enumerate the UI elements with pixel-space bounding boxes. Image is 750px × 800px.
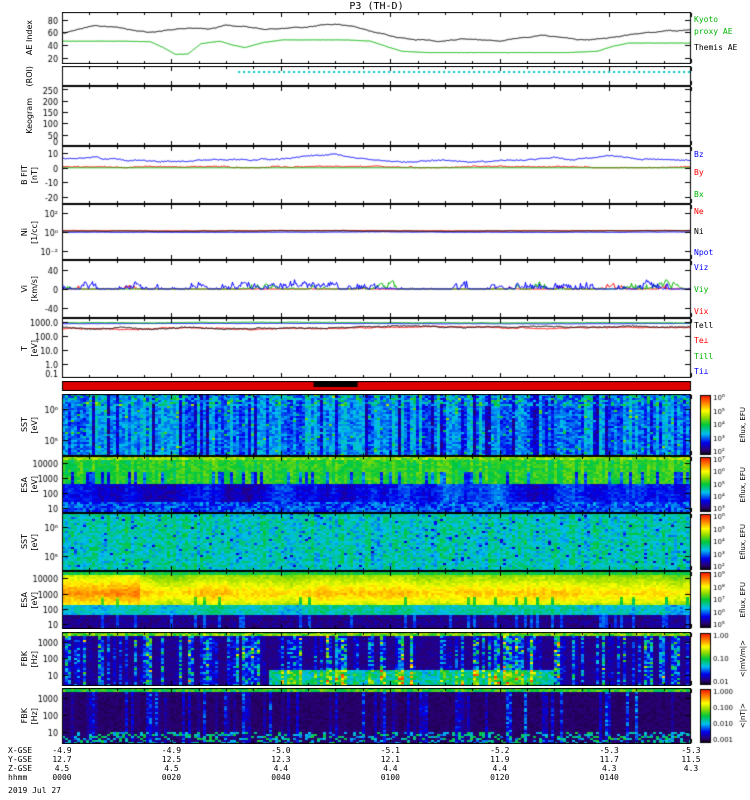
xtick-zgse-0: 4.5	[54, 764, 70, 773]
xtick-time-3: 0100	[380, 773, 400, 782]
xtick-zgse-4: 4.4	[492, 764, 507, 773]
fbk-b-plot	[0, 688, 750, 744]
xtick-zgse-2: 4.4	[273, 764, 289, 773]
keogram-plot	[0, 86, 750, 146]
fbk-e-plot	[0, 632, 750, 686]
xaxis-header-ygse: Y-GSE	[8, 755, 33, 764]
plot-title: P3 (TH-D)	[349, 1, 404, 12]
xtick-zgse-6: 4.3	[683, 764, 699, 773]
b-fit-plot	[0, 146, 750, 204]
esa-elec-plot	[0, 571, 750, 629]
xtick-time-0: 0000	[52, 773, 72, 782]
legend-viz: Viz	[694, 263, 709, 273]
xtick-ygse-5: 11.7	[599, 755, 619, 764]
temperature-plot	[0, 318, 750, 378]
xtick-xgse-2: -5.0	[271, 746, 291, 755]
xtick-ygse-0: 12.7	[52, 755, 72, 764]
legend-bz: Bz	[694, 149, 704, 159]
xtick-xgse-3: -5.1	[380, 746, 400, 755]
legend-ti: Ti⊥	[694, 367, 709, 377]
xtick-xgse-4: -5.2	[490, 746, 510, 755]
legend-viy: Viy	[694, 285, 709, 295]
date-label: 2019 Jul 27	[8, 786, 61, 795]
velocity-plot	[0, 260, 750, 318]
xtick-ygse-4: 11.9	[490, 755, 510, 764]
legend-till: Till	[694, 351, 714, 361]
legend-tell: Tell	[694, 320, 714, 330]
legend-ni: Ni	[694, 226, 704, 236]
xtick-time-5: 0140	[599, 773, 619, 782]
sst-elec-plot	[0, 513, 750, 571]
xtick-xgse-1: -4.9	[161, 746, 182, 755]
xtick-ygse-1: 12.5	[161, 755, 182, 764]
mode-bar-plot	[0, 381, 750, 391]
legend-themis-ae: Themis AE	[694, 43, 738, 53]
xtick-xgse-0: -4.9	[52, 746, 72, 755]
roi-plot	[0, 66, 750, 86]
xtick-zgse-1: 4.5	[164, 764, 179, 773]
xtick-zgse-5: 4.3	[601, 764, 617, 773]
xaxis-header-xgse: X-GSE	[8, 746, 33, 755]
xtick-zgse-3: 4.4	[383, 764, 398, 773]
xaxis-header-zgse: Z-GSE	[8, 764, 33, 773]
xtick-time-2: 0040	[271, 773, 291, 782]
xtick-time-4: 0120	[490, 773, 510, 782]
ae-index-plot	[0, 12, 750, 64]
xtick-ygse-2: 12.3	[271, 755, 291, 764]
sst-ions-plot	[0, 394, 750, 456]
legend-bx: Bx	[694, 190, 704, 200]
density-plot	[0, 204, 750, 260]
xtick-ygse-3: 12.1	[380, 755, 400, 764]
xtick-ygse-6: 11.5	[681, 755, 701, 764]
xaxis-header-hhmm: hhmm	[8, 773, 28, 782]
legend-kyoto: Kyoto	[694, 15, 719, 25]
xtick-xgse-5: -5.3	[599, 746, 619, 755]
legend-vix: Vix	[694, 307, 709, 317]
xtick-time-1: 0020	[161, 773, 182, 782]
legend-npot: Npot	[694, 247, 714, 257]
legend-te: Te⊥	[694, 336, 709, 346]
esa-ions-plot	[0, 456, 750, 513]
xtick-xgse-6: -5.3	[681, 746, 701, 755]
legend-ne: Ne	[694, 207, 704, 217]
legend-by: By	[694, 168, 704, 178]
legend-proxy-ae: proxy AE	[694, 26, 733, 36]
